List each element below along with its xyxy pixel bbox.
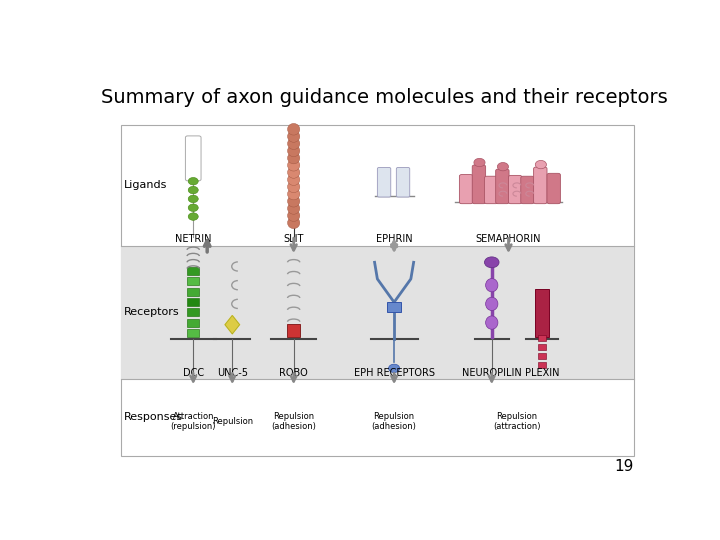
Text: Responses: Responses [124,412,183,422]
Ellipse shape [485,297,498,310]
Text: NEUROPILIN: NEUROPILIN [462,368,521,378]
Ellipse shape [287,174,300,185]
Ellipse shape [287,195,300,207]
Circle shape [474,158,485,167]
Bar [187,298,199,306]
Bar [387,302,401,312]
Bar [535,289,549,337]
Ellipse shape [287,138,300,150]
Text: Summary of axon guidance molecules and their receptors: Summary of axon guidance molecules and t… [101,87,668,107]
Bar [121,125,634,456]
Text: ROBO: ROBO [279,368,308,378]
Ellipse shape [287,181,300,193]
Ellipse shape [287,131,300,142]
Bar [538,353,546,359]
Circle shape [188,178,198,185]
Text: Receptors: Receptors [124,307,179,317]
Text: EPH RECEPTORS: EPH RECEPTORS [354,368,435,378]
FancyBboxPatch shape [186,136,201,181]
Circle shape [188,213,198,220]
Bar [538,344,546,350]
Circle shape [188,186,198,194]
Text: NETRIN: NETRIN [175,234,212,244]
Bar [187,277,199,285]
Circle shape [485,257,499,268]
Text: Ligands: Ligands [124,180,167,191]
Text: Repulsion
(attraction): Repulsion (attraction) [493,411,541,431]
Text: EPHRIN: EPHRIN [376,234,413,244]
Text: SLIT: SLIT [284,234,304,244]
Bar [187,329,199,337]
Text: SEMAPHORIN: SEMAPHORIN [476,234,541,244]
FancyBboxPatch shape [534,167,547,204]
Text: DCC: DCC [183,368,204,378]
Bar [538,335,546,341]
Circle shape [389,364,400,373]
Text: Repulsion: Repulsion [212,417,253,426]
Bar [187,308,199,316]
FancyBboxPatch shape [495,169,509,204]
Circle shape [188,204,198,212]
Circle shape [498,163,508,171]
Ellipse shape [485,316,498,329]
Text: 19: 19 [615,460,634,474]
Ellipse shape [287,159,300,171]
FancyBboxPatch shape [377,167,391,197]
FancyBboxPatch shape [472,165,485,204]
Ellipse shape [287,124,300,135]
Ellipse shape [485,279,498,292]
Ellipse shape [287,217,300,228]
Text: Repulsion
(adhesion): Repulsion (adhesion) [271,411,316,431]
Bar [538,362,546,368]
Ellipse shape [287,152,300,164]
Circle shape [535,160,546,169]
Circle shape [188,195,198,202]
Bar [187,319,199,327]
Ellipse shape [287,167,300,178]
FancyBboxPatch shape [485,176,498,204]
Ellipse shape [287,188,300,200]
Ellipse shape [287,145,300,157]
FancyBboxPatch shape [396,167,410,197]
Bar [187,288,199,295]
Text: PLEXIN: PLEXIN [525,368,559,378]
Bar [287,324,300,337]
FancyBboxPatch shape [521,176,534,204]
Text: Repulsion
(adhesion): Repulsion (adhesion) [372,411,417,431]
Bar [121,246,634,379]
Text: UNC-5: UNC-5 [217,368,248,378]
Text: Attraction
(repulsion): Attraction (repulsion) [171,411,216,431]
FancyBboxPatch shape [547,173,560,204]
FancyBboxPatch shape [459,174,473,204]
Ellipse shape [287,202,300,214]
FancyBboxPatch shape [508,176,522,204]
Ellipse shape [287,210,300,221]
Polygon shape [225,315,240,334]
Bar [187,267,199,275]
